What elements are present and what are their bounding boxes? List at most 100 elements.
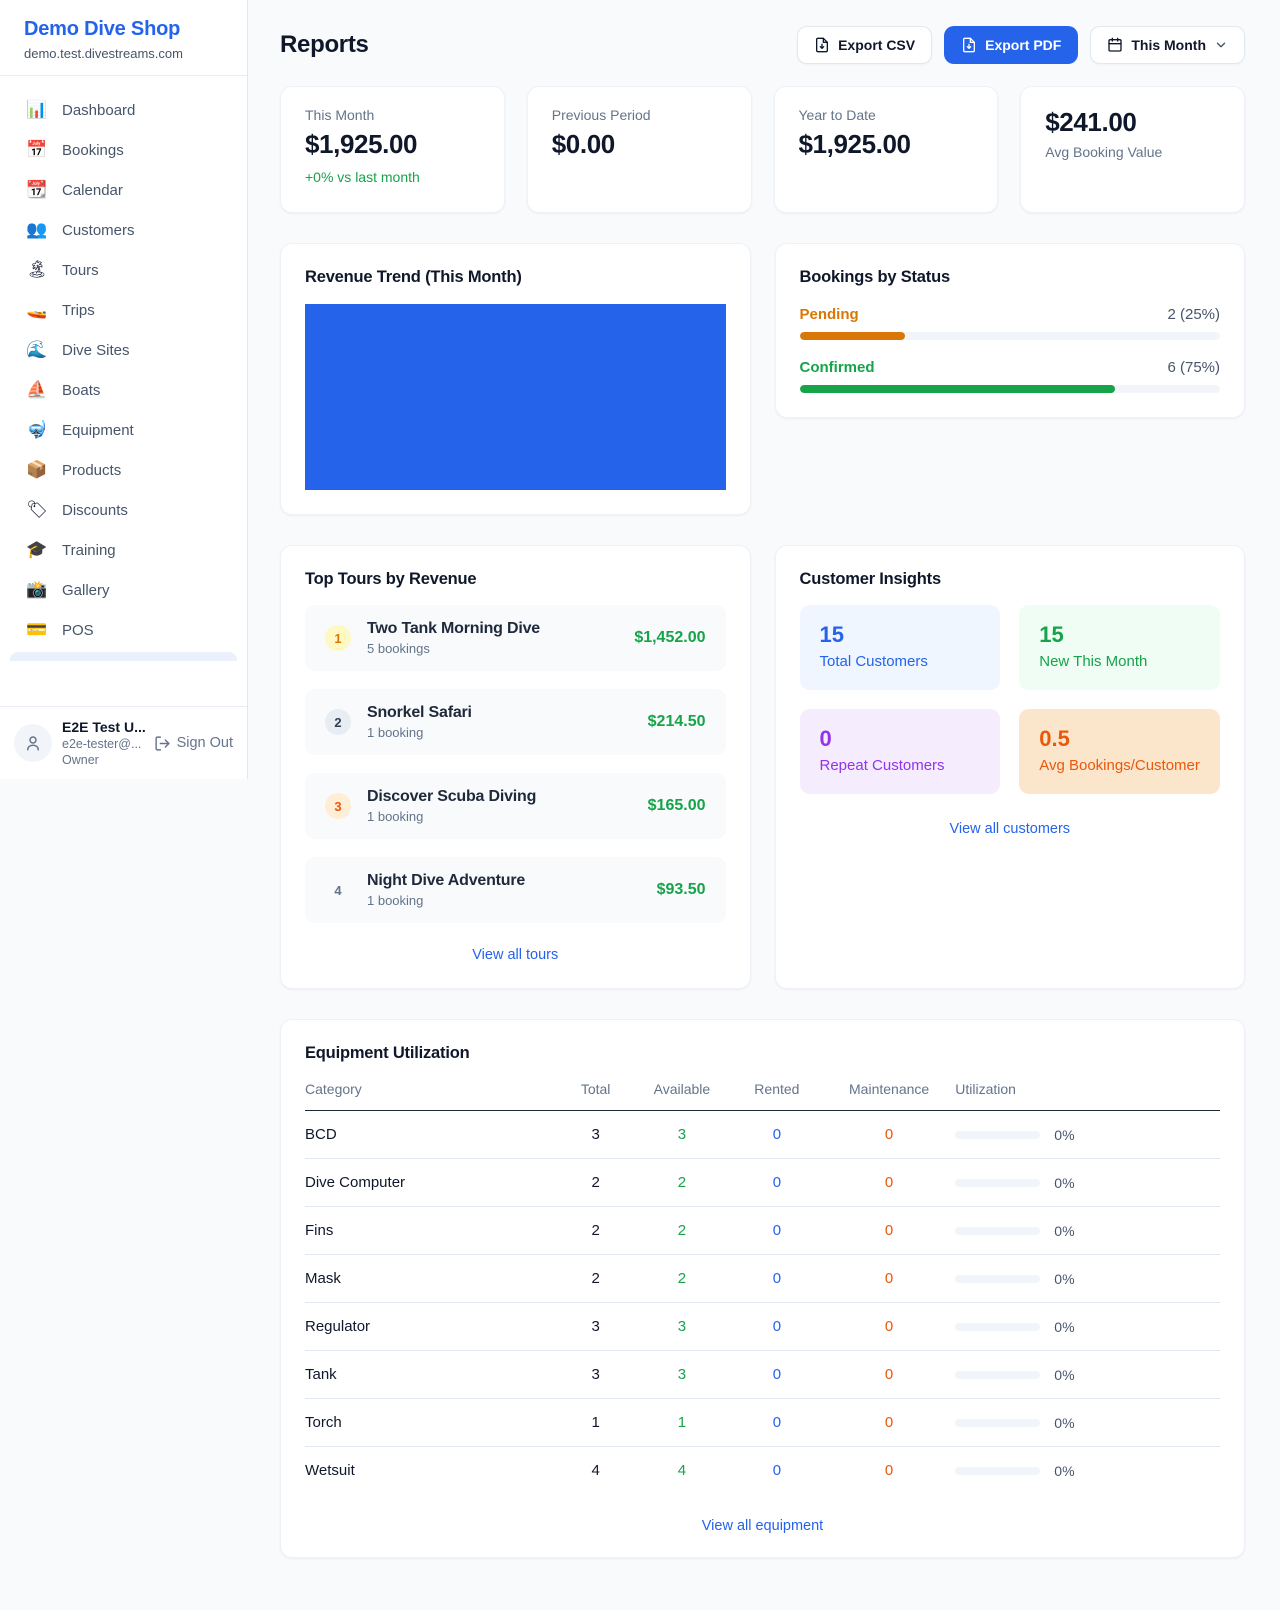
- utilization-bar-track: [955, 1466, 1041, 1475]
- sign-out-button[interactable]: Sign Out: [154, 735, 233, 752]
- status-bar-track: [799, 332, 1220, 340]
- sidebar-item-tours[interactable]: 🏝 Tours: [0, 250, 247, 290]
- equipment-category: Wetsuit: [305, 1462, 355, 1479]
- equipment-available: 2: [677, 1270, 687, 1287]
- sidebar-item-trips[interactable]: 🚤 Trips: [0, 290, 247, 330]
- table-row: Wetsuit 4 4 0 0 0%: [305, 1447, 1220, 1494]
- insight-value: 0: [819, 726, 832, 751]
- equipment-maintenance: 0: [884, 1366, 894, 1383]
- utilization-percent: 0%: [1054, 1270, 1075, 1287]
- sidebar-item-discounts[interactable]: 🏷 Discounts: [0, 490, 247, 530]
- sidebar-item-calendar[interactable]: 📆 Calendar: [0, 170, 247, 210]
- sidebar-item-products[interactable]: 📦 Products: [0, 450, 247, 490]
- page-title: Reports: [280, 31, 369, 58]
- equipment-total: 3: [591, 1318, 600, 1335]
- stat-value: $0.00: [551, 129, 615, 159]
- utilization-percent: 0%: [1054, 1174, 1075, 1191]
- period-label: This Month: [1131, 37, 1206, 53]
- tag-icon: 🏷: [26, 500, 48, 519]
- equipment-maintenance: 0: [884, 1222, 894, 1239]
- view-all-equipment-link[interactable]: View all equipment: [701, 1518, 824, 1534]
- equipment-utilization-panel: Equipment Utilization Category Total Ava…: [280, 1019, 1245, 1558]
- period-dropdown[interactable]: This Month: [1090, 26, 1245, 64]
- sidebar-item-boats[interactable]: ⛵ Boats: [0, 370, 247, 410]
- island-icon: 🏝: [26, 260, 48, 279]
- sidebar-item-gallery[interactable]: 📸 Gallery: [0, 570, 247, 610]
- rank-badge: 4: [325, 877, 351, 903]
- utilization-cell: 0%: [955, 1319, 1220, 1335]
- equipment-available: 2: [677, 1174, 687, 1191]
- stat-label: Avg Booking Value: [1045, 144, 1163, 160]
- sidebar-item-label: Products: [62, 461, 122, 479]
- sidebar-item-reports-partial[interactable]: [10, 652, 237, 661]
- tour-row[interactable]: 4 Night Dive Adventure 1 booking $93.50: [305, 857, 726, 923]
- main-content: Reports Export CSV Export PDF This Month…: [248, 0, 1245, 1598]
- tour-row[interactable]: 3 Discover Scuba Diving 1 booking $165.00: [305, 773, 726, 839]
- utilization-cell: 0%: [955, 1367, 1220, 1383]
- equipment-maintenance: 0: [884, 1174, 894, 1191]
- tour-row[interactable]: 2 Snorkel Safari 1 booking $214.50: [305, 689, 726, 755]
- tour-revenue: $214.50: [647, 713, 706, 730]
- equipment-rented: 0: [772, 1462, 782, 1479]
- sidebar-item-pos[interactable]: 💳 POS: [0, 610, 247, 650]
- equipment-total: 2: [591, 1174, 600, 1191]
- export-csv-button[interactable]: Export CSV: [797, 26, 933, 64]
- insight-tile-total-customers: 15 Total Customers: [799, 605, 1001, 690]
- tour-list: 1 Two Tank Morning Dive 5 bookings $1,452…: [305, 605, 726, 923]
- utilization-cell: 0%: [955, 1415, 1220, 1431]
- sidebar-item-label: Calendar: [62, 181, 123, 199]
- export-csv-label: Export CSV: [838, 37, 916, 53]
- brand-name[interactable]: Demo Dive Shop: [24, 18, 181, 40]
- page-header: Reports Export CSV Export PDF This Month: [280, 26, 1245, 64]
- tour-name: Night Dive Adventure: [367, 872, 526, 889]
- equipment-category: Fins: [305, 1222, 334, 1239]
- equipment-category: Regulator: [305, 1318, 371, 1335]
- sidebar-item-label: Trips: [62, 301, 95, 319]
- column-header-available: Available: [653, 1081, 711, 1097]
- equipment-maintenance: 0: [884, 1462, 894, 1479]
- sidebar-item-bookings[interactable]: 📅 Bookings: [0, 130, 247, 170]
- export-pdf-button[interactable]: Export PDF: [944, 26, 1079, 64]
- sidebar: Demo Dive Shop demo.test.divestreams.com…: [0, 0, 248, 779]
- camera-icon: 📸: [26, 580, 48, 599]
- insight-value: 0.5: [1039, 726, 1070, 751]
- sidebar-item-label: Bookings: [62, 141, 124, 159]
- equipment-rented: 0: [772, 1126, 782, 1143]
- sidebar-item-equipment[interactable]: 🤿 Equipment: [0, 410, 247, 450]
- sidebar-item-training[interactable]: 🎓 Training: [0, 530, 247, 570]
- brand-domain: demo.test.divestreams.com: [24, 46, 183, 61]
- equipment-category: BCD: [305, 1126, 337, 1143]
- bookings-by-status-panel: Bookings by Status Pending 2 (25%) Confi…: [774, 243, 1245, 418]
- equipment-total: 3: [591, 1366, 600, 1383]
- stat-card-avg-booking-value: $241.00 Avg Booking Value: [1020, 86, 1245, 213]
- logout-icon: [154, 735, 170, 751]
- insight-label: Repeat Customers: [819, 757, 945, 774]
- status-bar-track: [799, 385, 1220, 393]
- equipment-total: 2: [591, 1222, 600, 1239]
- tour-name: Two Tank Morning Dive: [367, 620, 540, 637]
- column-header-total: Total: [580, 1081, 611, 1097]
- graduation-cap-icon: 🎓: [26, 540, 48, 559]
- utilization-bar-track: [955, 1226, 1041, 1235]
- equipment-rented: 0: [772, 1414, 782, 1431]
- speedboat-icon: 🚤: [26, 300, 48, 319]
- utilization-percent: 0%: [1054, 1462, 1075, 1479]
- utilization-percent: 0%: [1054, 1126, 1075, 1143]
- tour-row[interactable]: 1 Two Tank Morning Dive 5 bookings $1,452…: [305, 605, 726, 671]
- insight-value: 15: [819, 622, 844, 647]
- brand-block: Demo Dive Shop demo.test.divestreams.com: [0, 0, 247, 76]
- view-all-customers-link[interactable]: View all customers: [949, 821, 1071, 837]
- user-email: e2e-tester@...: [62, 737, 142, 751]
- stat-card-this-month: This Month $1,925.00 +0% vs last month: [280, 86, 505, 213]
- sidebar-item-customers[interactable]: 👥 Customers: [0, 210, 247, 250]
- sidebar-item-dive-sites[interactable]: 🌊 Dive Sites: [0, 330, 247, 370]
- top-tours-title: Top Tours by Revenue: [305, 570, 477, 588]
- sidebar-item-dashboard[interactable]: 📊 Dashboard: [0, 90, 247, 130]
- equipment-total: 1: [591, 1414, 600, 1431]
- customer-insights-title: Customer Insights: [799, 570, 942, 588]
- view-all-tours-link[interactable]: View all tours: [472, 947, 559, 963]
- equipment-utilization-title: Equipment Utilization: [305, 1044, 470, 1062]
- stat-value: $1,925.00: [305, 129, 418, 159]
- stat-value: $241.00: [1045, 107, 1137, 137]
- avatar: [14, 724, 52, 762]
